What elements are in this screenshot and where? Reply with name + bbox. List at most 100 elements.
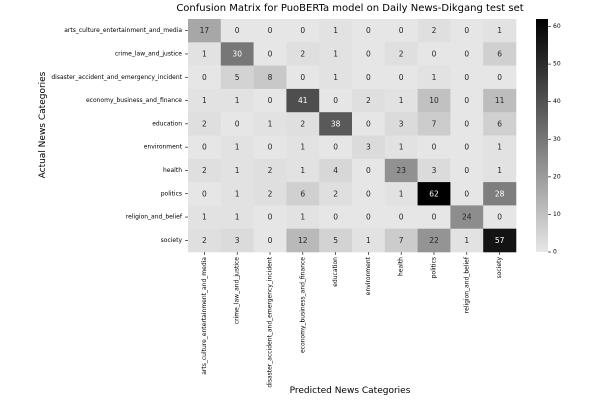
heatmap-cell xyxy=(417,112,451,136)
heatmap-cell xyxy=(188,205,222,229)
heatmap-cell xyxy=(352,228,386,253)
cell-value-label: 0 xyxy=(464,166,469,175)
cell-value-label: 0 xyxy=(366,73,371,82)
cell-value-label: 0 xyxy=(366,166,371,175)
heatmap-cell xyxy=(220,65,254,90)
cell-value-label: 0 xyxy=(432,143,437,152)
heatmap-cell xyxy=(319,228,353,253)
cell-value-label: 0 xyxy=(268,236,273,245)
heatmap-cell xyxy=(384,42,418,66)
colorbar-gradient xyxy=(536,19,548,252)
heatmap-cell xyxy=(220,42,254,66)
heatmap-cell xyxy=(253,228,287,253)
cell-value-label: 0 xyxy=(333,96,338,105)
heatmap-cell xyxy=(286,158,320,183)
cell-value-label: 0 xyxy=(432,213,437,222)
cell-value-label: 57 xyxy=(495,236,505,245)
x-tick-label: health xyxy=(398,257,405,276)
heatmap-cell xyxy=(253,135,287,160)
cell-value-label: 1 xyxy=(399,96,404,105)
heatmap-cell xyxy=(450,65,484,90)
y-tick-label: religion_and_belief xyxy=(126,214,183,221)
x-tick-label: religion_and_belief xyxy=(463,256,470,313)
y-tick-label: politics xyxy=(161,190,182,197)
cell-value-label: 0 xyxy=(202,73,207,82)
cell-value-label: 0 xyxy=(464,143,469,152)
cell-value-label: 0 xyxy=(497,73,502,82)
cell-value-label: 0 xyxy=(300,73,305,82)
heatmap-cell xyxy=(286,228,320,253)
heatmap-cell xyxy=(188,135,222,160)
heatmap-cell xyxy=(319,182,353,206)
colorbar-tick-label: 50 xyxy=(553,61,561,68)
y-tick-label: health xyxy=(163,167,182,174)
cell-value-label: 0 xyxy=(464,26,469,35)
cell-value-label: 24 xyxy=(462,213,472,222)
heatmap-cell xyxy=(483,88,517,113)
heatmap-cells: 17 0 0 0 1 0 0 2 0 11 30 0 2 1 0 2 0 0 60 5 8 0 1 0 0 1 0 01 1 0 41 0 2 1… xyxy=(188,19,517,253)
cell-value-label: 0 xyxy=(300,26,305,35)
cell-value-label: 0 xyxy=(366,189,371,198)
heatmap-cell xyxy=(188,182,222,206)
heatmap-cell xyxy=(253,158,287,183)
colorbar-tick-label: 20 xyxy=(553,173,561,180)
cell-value-label: 0 xyxy=(399,213,404,222)
y-tick-label: crime_law_and_justice xyxy=(115,50,182,57)
heatmap-cell xyxy=(417,65,451,90)
heatmap-cell xyxy=(352,88,386,113)
cell-value-label: 1 xyxy=(333,73,338,82)
heatmap-cell xyxy=(384,65,418,90)
heatmap-cell xyxy=(352,19,386,43)
heatmap-cell xyxy=(220,112,254,136)
x-tick-label: crime_law_and_justice xyxy=(234,257,241,324)
cell-value-label: 0 xyxy=(333,213,338,222)
heatmap-cell xyxy=(483,65,517,90)
heatmap-cell xyxy=(253,88,287,113)
heatmap-cell xyxy=(319,65,353,90)
heatmap-cell xyxy=(319,135,353,160)
cell-value-label: 7 xyxy=(432,119,437,128)
cell-value-label: 1 xyxy=(366,236,371,245)
cell-value-label: 22 xyxy=(429,236,439,245)
heatmap-cell xyxy=(253,19,287,43)
heatmap-cell xyxy=(352,42,386,66)
cell-value-label: 1 xyxy=(235,143,240,152)
cell-value-label: 0 xyxy=(268,26,273,35)
x-tick-label: economy_business_and_finance xyxy=(299,257,306,353)
heatmap-cell xyxy=(220,135,254,160)
heatmap-cell xyxy=(352,112,386,136)
cell-value-label: 6 xyxy=(497,119,502,128)
cell-value-label: 0 xyxy=(235,119,240,128)
cell-value-label: 30 xyxy=(232,49,242,58)
cell-value-label: 1 xyxy=(464,236,469,245)
y-tick-label: economy_business_and_finance xyxy=(86,97,182,104)
heatmap-cell xyxy=(483,135,517,160)
heatmap-cell xyxy=(417,88,451,113)
x-tick-label: disaster_accident_and_emergency_incident xyxy=(267,256,274,387)
cell-value-label: 1 xyxy=(333,26,338,35)
y-tick-label: environment xyxy=(144,144,183,151)
cell-value-label: 6 xyxy=(300,189,305,198)
heatmap-cell xyxy=(384,228,418,253)
cell-value-label: 0 xyxy=(432,49,437,58)
heatmap-cell xyxy=(483,158,517,183)
cell-value-label: 1 xyxy=(399,189,404,198)
heatmap-cell xyxy=(450,205,484,229)
cell-value-label: 41 xyxy=(298,96,308,105)
cell-value-label: 2 xyxy=(333,189,338,198)
cell-value-label: 1 xyxy=(235,166,240,175)
cell-value-label: 1 xyxy=(300,143,305,152)
heatmap-cell xyxy=(384,205,418,229)
heatmap-cell xyxy=(450,228,484,253)
cell-value-label: 5 xyxy=(235,73,240,82)
heatmap-cell xyxy=(483,42,517,66)
cell-value-label: 1 xyxy=(497,26,502,35)
heatmap-cell xyxy=(352,182,386,206)
cell-value-label: 28 xyxy=(495,189,505,198)
cell-value-label: 0 xyxy=(333,143,338,152)
cell-value-label: 0 xyxy=(268,96,273,105)
cell-value-label: 0 xyxy=(497,213,502,222)
heatmap-cell xyxy=(483,228,517,253)
heatmap-cell xyxy=(319,112,353,136)
